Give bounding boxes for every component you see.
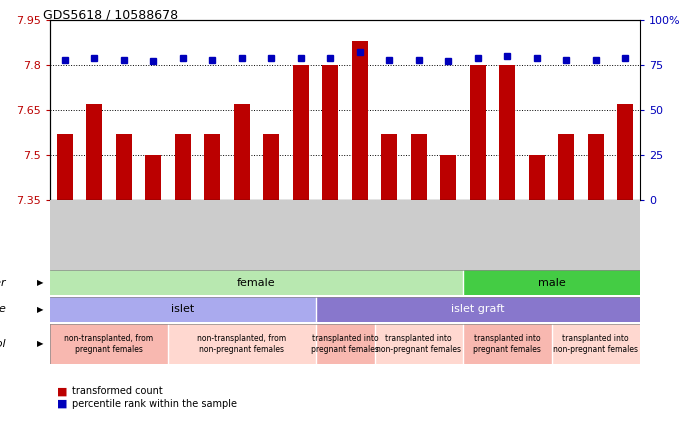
Bar [411,134,427,200]
Bar [558,134,575,200]
Bar [345,200,375,270]
Text: non-transplanted, from
non-pregnant females: non-transplanted, from non-pregnant fema… [197,334,286,354]
Bar [204,134,220,200]
Bar [375,200,404,270]
Bar [551,200,581,270]
Bar [50,297,316,322]
Bar [434,200,463,270]
Bar [352,41,368,200]
Bar [463,324,551,364]
Bar [139,200,168,270]
Bar [145,155,161,200]
Bar [492,200,522,270]
Bar [286,200,316,270]
Bar [50,324,168,364]
Bar [50,200,80,270]
Bar [292,65,309,200]
Bar [316,324,375,364]
Text: tissue: tissue [0,305,6,314]
Bar [50,270,463,295]
Text: percentile rank within the sample: percentile rank within the sample [72,399,237,409]
Bar [80,200,109,270]
Text: transplanted into
pregnant females: transplanted into pregnant females [311,334,379,354]
Bar [316,297,640,322]
Text: non-transplanted, from
pregnant females: non-transplanted, from pregnant females [65,334,154,354]
Text: ▶: ▶ [37,305,44,314]
Bar [86,104,103,200]
Bar [234,104,250,200]
Bar [528,155,545,200]
Bar [404,200,434,270]
Bar [375,324,463,364]
Bar [611,200,640,270]
Bar [197,200,227,270]
Bar [463,270,640,295]
Bar [551,324,640,364]
Bar [522,200,551,270]
Bar [116,134,132,200]
Bar [56,134,73,200]
Bar [256,200,286,270]
Bar [263,134,279,200]
Text: transplanted into
pregnant females: transplanted into pregnant females [473,334,541,354]
Text: transplanted into
non-pregnant females: transplanted into non-pregnant females [376,334,461,354]
Bar [581,200,611,270]
Bar [463,200,492,270]
Bar [381,134,397,200]
Text: islet graft: islet graft [451,305,505,314]
Text: gender: gender [0,277,6,288]
Text: male: male [538,277,565,288]
Bar [168,324,316,364]
Bar [440,155,456,200]
Bar [175,134,191,200]
Text: islet: islet [171,305,194,314]
Text: ▶: ▶ [37,278,44,287]
Text: ▶: ▶ [37,340,44,349]
Text: transformed count: transformed count [72,386,163,396]
Text: transplanted into
non-pregnant females: transplanted into non-pregnant females [554,334,639,354]
Bar [499,65,515,200]
Bar [316,200,345,270]
Bar [322,65,339,200]
Bar [470,65,486,200]
Text: female: female [237,277,276,288]
Bar [588,134,604,200]
Bar [227,200,256,270]
Bar [617,104,633,200]
Text: ■: ■ [57,386,67,396]
Text: protocol: protocol [0,339,6,349]
Text: GDS5618 / 10588678: GDS5618 / 10588678 [44,8,178,21]
Bar [109,200,139,270]
Bar [168,200,197,270]
Text: ■: ■ [57,399,67,409]
